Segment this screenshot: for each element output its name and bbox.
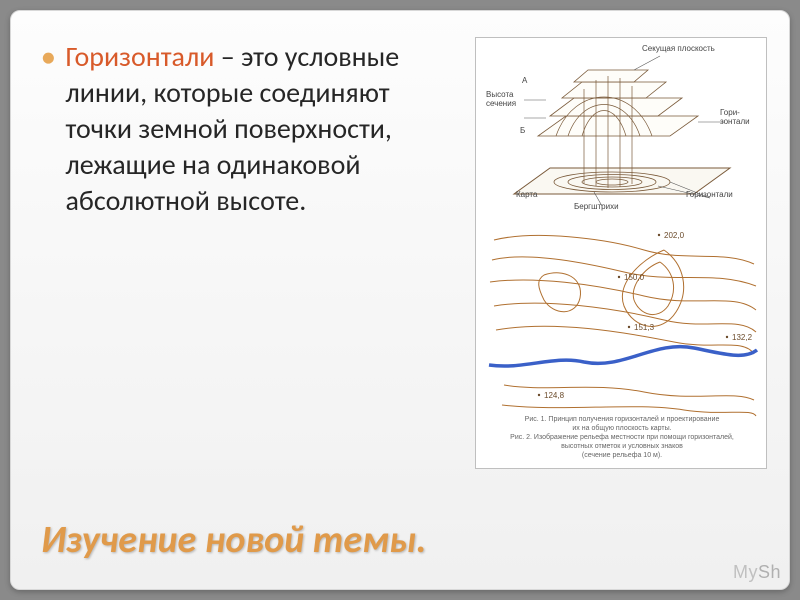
bullet-dot: ●	[41, 39, 56, 77]
watermark-prefix: My	[733, 562, 758, 582]
bullet-item: ● Горизонтали – это условные линии, кото…	[41, 39, 446, 219]
caption-line: высотных отметок и условных знаков	[484, 442, 760, 451]
svg-text:150,0: 150,0	[624, 273, 645, 282]
svg-text:151,3: 151,3	[634, 323, 655, 332]
label-vysota: Высота сечения	[486, 90, 520, 108]
label-A: А	[522, 76, 527, 85]
figure-caption: Рис. 1. Принцип получения горизонталей и…	[484, 415, 760, 460]
label-sekushaya: Секущая плоскость	[642, 44, 715, 53]
slide: ● Горизонтали – это условные линии, кото…	[10, 10, 790, 590]
label-B: Б	[520, 126, 525, 135]
watermark: MySh	[733, 562, 781, 583]
slide-title: Изучение новой темы.	[41, 517, 426, 563]
caption-line: Рис. 2. Изображение рельефа местности пр…	[484, 433, 760, 442]
label-karta: Карта	[516, 190, 537, 199]
caption-line: (сечение рельефа 10 м).	[484, 451, 760, 460]
label-gorizontali: Гори-зонтали	[720, 108, 754, 126]
contour-principle-diagram	[484, 44, 760, 214]
figure-panel: Секущая плоскость Высота сечения Гори-зо…	[475, 37, 767, 469]
caption-line: их на общую плоскость карты.	[484, 424, 760, 433]
definition-text: Горизонтали – это условные линии, которы…	[66, 39, 447, 219]
body-text-block: ● Горизонтали – это условные линии, кото…	[41, 39, 446, 219]
highlight-term: Горизонтали	[66, 39, 215, 74]
topographic-map: 202,0 150,0 151,3 124,8 132,2	[484, 220, 760, 420]
label-bergshtrikhi: Бергштрихи	[574, 202, 619, 211]
caption-line: Рис. 1. Принцип получения горизонталей и…	[484, 415, 760, 424]
svg-text:124,8: 124,8	[544, 391, 565, 400]
label-gorizontali2: Горизонтали	[686, 190, 733, 199]
svg-text:132,2: 132,2	[732, 333, 753, 342]
watermark-suffix: Sh	[758, 562, 781, 582]
svg-text:202,0: 202,0	[664, 231, 685, 240]
